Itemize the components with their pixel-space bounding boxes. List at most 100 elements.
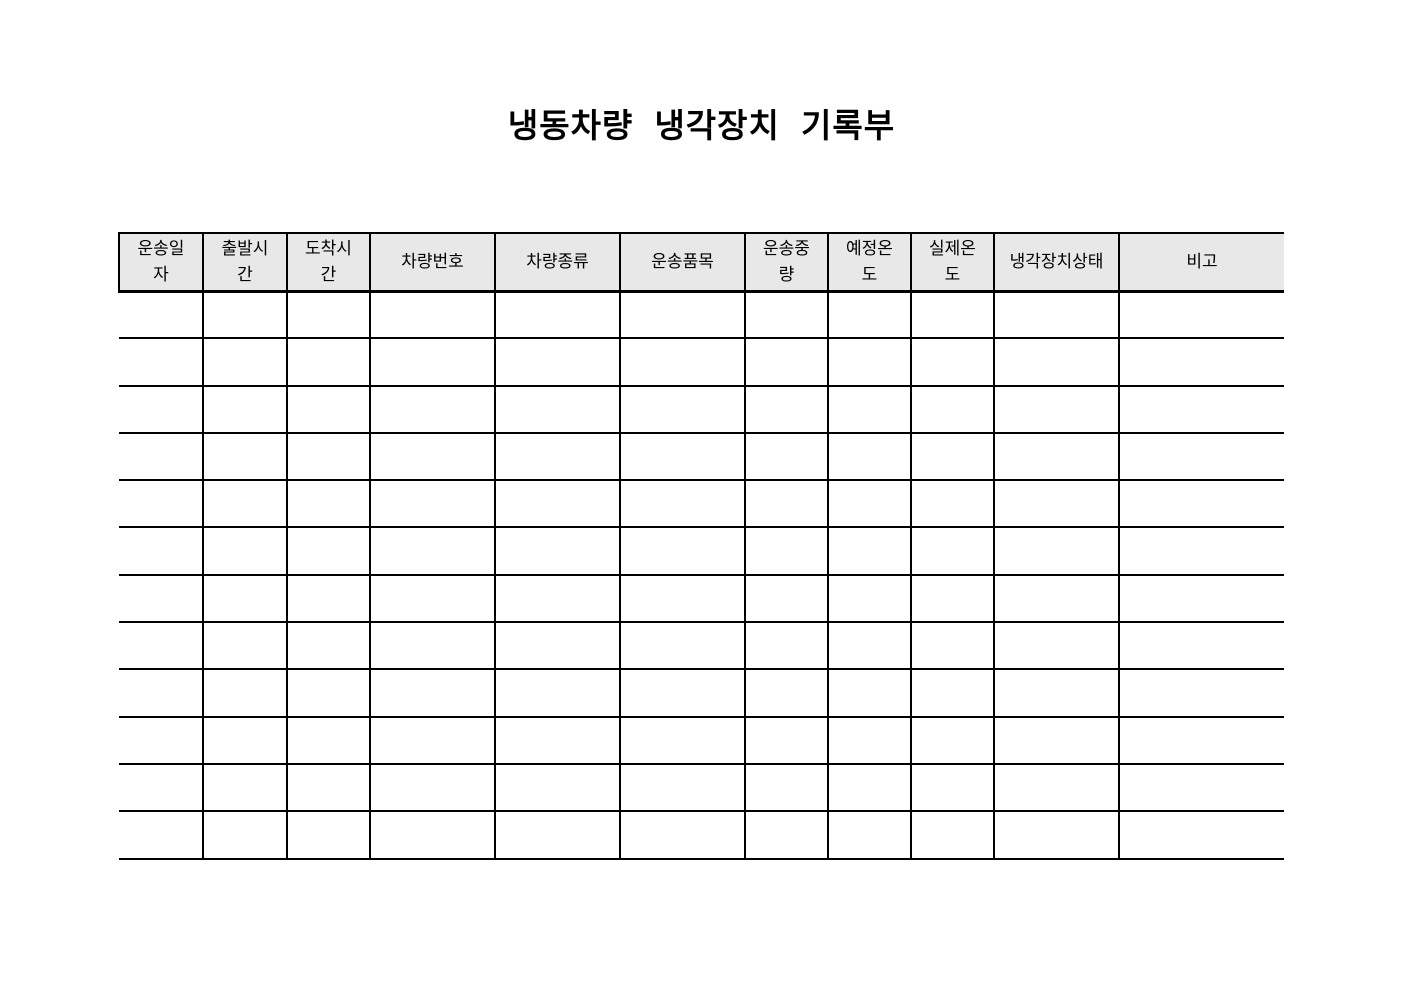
- table-cell: [828, 716, 912, 765]
- table-cell: [994, 527, 1120, 576]
- table-header: 운송일 자 출발시 간 도착시 간 차량번호 차량종류 운송품목 운송중 량 예정온 도 실제온…: [118, 232, 1284, 293]
- table-cell: [1119, 763, 1284, 813]
- table-cell: [119, 480, 204, 529]
- table-cell: [828, 811, 912, 860]
- table-cell: [911, 574, 995, 624]
- table-cell: [620, 763, 746, 813]
- table-cell: [828, 338, 912, 387]
- table-cell: [828, 527, 912, 576]
- table-cell: [495, 291, 621, 340]
- table-cell: [119, 763, 204, 813]
- table-cell: [911, 716, 995, 765]
- table-cell: [287, 338, 371, 387]
- table-row: [119, 338, 1284, 387]
- table-cell: [370, 811, 496, 860]
- table-cell: [370, 716, 496, 765]
- table-cell: [495, 527, 621, 576]
- table-cell: [911, 811, 995, 860]
- table-row: [119, 527, 1284, 576]
- table-cell: [370, 291, 496, 340]
- table-cell: [119, 811, 204, 860]
- table-cell: [119, 432, 204, 482]
- table-cell: [119, 669, 204, 718]
- table-cell: [1119, 480, 1284, 529]
- table-cell: [994, 480, 1120, 529]
- table-cell: [994, 622, 1120, 671]
- table-cell: [495, 716, 621, 765]
- table-cell: [745, 338, 829, 387]
- table-cell: [119, 527, 204, 576]
- table-cell: [203, 574, 288, 624]
- table-cell: [994, 432, 1120, 482]
- table-cell: [203, 385, 288, 434]
- table-cell: [203, 763, 288, 813]
- table-cell: [203, 291, 288, 340]
- column-header-5: 차량종류: [494, 232, 621, 293]
- table-cell: [370, 432, 496, 482]
- table-cell: [287, 811, 371, 860]
- table-cell: [203, 432, 288, 482]
- table-cell: [911, 763, 995, 813]
- table-cell: [1119, 338, 1284, 387]
- table-cell: [828, 574, 912, 624]
- table-cell: [994, 669, 1120, 718]
- header-row: 운송일 자 출발시 간 도착시 간 차량번호 차량종류 운송품목 운송중 량 예정온 도 실제온…: [118, 232, 1284, 293]
- table-row: [119, 291, 1284, 340]
- table-cell: [620, 716, 746, 765]
- column-header-4: 차량번호: [369, 232, 496, 293]
- table-cell: [828, 385, 912, 434]
- table-cell: [370, 338, 496, 387]
- table-cell: [1119, 669, 1284, 718]
- table-cell: [119, 622, 204, 671]
- table-cell: [370, 763, 496, 813]
- column-header-11: 비고: [1118, 232, 1284, 293]
- table-cell: [745, 811, 829, 860]
- table-cell: [370, 669, 496, 718]
- table-body: [119, 291, 1284, 860]
- table-cell: [287, 291, 371, 340]
- table-cell: [620, 291, 746, 340]
- table-cell: [287, 669, 371, 718]
- table-cell: [745, 291, 829, 340]
- table-cell: [495, 480, 621, 529]
- table-cell: [911, 432, 995, 482]
- column-header-10: 냉각장치상태: [993, 232, 1120, 293]
- table-cell: [287, 432, 371, 482]
- column-header-1: 운송일 자: [118, 232, 204, 293]
- table-cell: [119, 574, 204, 624]
- table-row: [119, 480, 1284, 529]
- table-cell: [1119, 622, 1284, 671]
- table-cell: [911, 669, 995, 718]
- table-cell: [620, 385, 746, 434]
- table-cell: [1119, 291, 1284, 340]
- table-cell: [911, 527, 995, 576]
- table-cell: [287, 385, 371, 434]
- table-cell: [994, 291, 1120, 340]
- table-cell: [620, 622, 746, 671]
- table-row: [119, 669, 1284, 718]
- column-header-7: 운송중 량: [744, 232, 829, 293]
- column-header-9: 실제온 도: [910, 232, 995, 293]
- table-cell: [1119, 527, 1284, 576]
- column-header-2: 출발시 간: [202, 232, 288, 293]
- table-cell: [370, 480, 496, 529]
- table-cell: [994, 385, 1120, 434]
- table-cell: [287, 716, 371, 765]
- table-cell: [287, 480, 371, 529]
- table-row: [119, 811, 1284, 860]
- table-cell: [495, 385, 621, 434]
- table-cell: [203, 622, 288, 671]
- table-cell: [994, 338, 1120, 387]
- table-cell: [745, 669, 829, 718]
- table-row: [119, 763, 1284, 813]
- table-cell: [620, 338, 746, 387]
- table-cell: [119, 338, 204, 387]
- table-cell: [1119, 716, 1284, 765]
- table-cell: [495, 811, 621, 860]
- table-cell: [370, 574, 496, 624]
- table-cell: [620, 432, 746, 482]
- table-cell: [203, 527, 288, 576]
- table-cell: [203, 811, 288, 860]
- table-cell: [828, 622, 912, 671]
